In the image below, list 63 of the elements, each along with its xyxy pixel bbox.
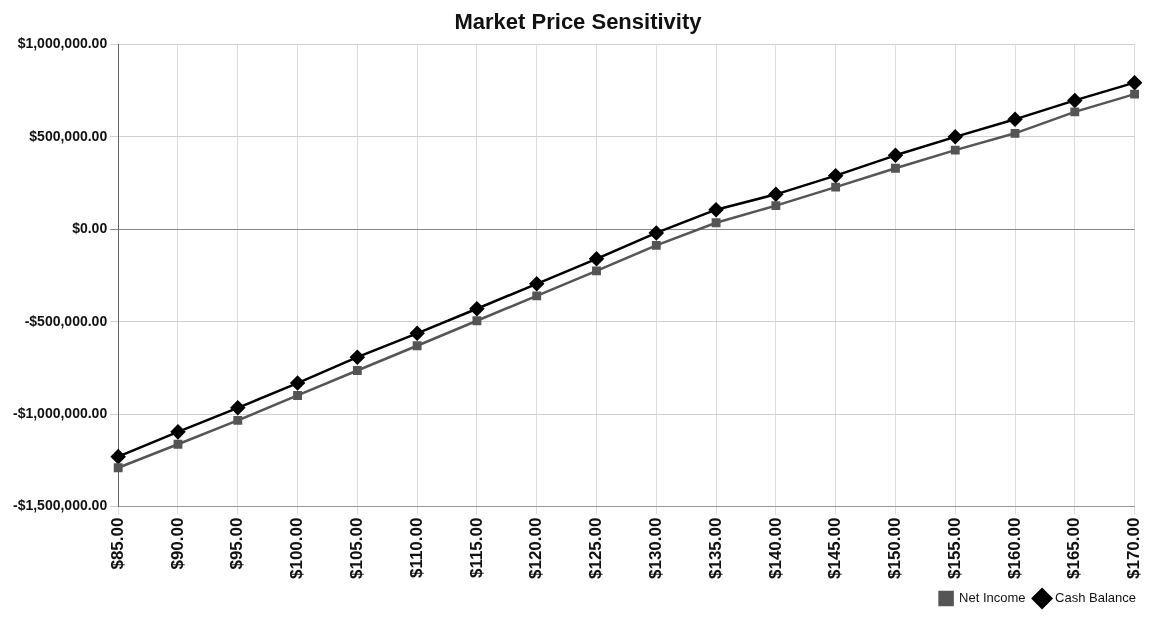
x-tick-label: $160.00 (1004, 517, 1024, 579)
x-tick-label: $100.00 (287, 517, 307, 579)
x-tick-label: $120.00 (526, 517, 546, 579)
x-tick-label: $140.00 (765, 517, 785, 579)
point (469, 301, 485, 316)
x-tick-label: $130.00 (645, 517, 665, 579)
x-tick-label: $115.00 (466, 517, 486, 579)
point (113, 463, 123, 473)
point (888, 148, 903, 163)
point (1130, 89, 1140, 99)
legend-label: Net Income (959, 590, 1026, 606)
point (173, 439, 183, 449)
point (532, 291, 542, 301)
point (1067, 93, 1083, 108)
point (290, 375, 305, 391)
x-tick-label: $125.00 (586, 517, 606, 579)
y-tick-label: $1,000,000.00 (17, 35, 108, 52)
point (649, 225, 664, 241)
x-tick-label: $170.00 (1124, 517, 1144, 579)
point (472, 316, 482, 326)
point (170, 424, 186, 440)
y-tick-label: -$1,500,000.00 (12, 497, 108, 514)
x-tick-label: $95.00 (227, 517, 247, 570)
point (1007, 112, 1023, 127)
point (1127, 75, 1142, 90)
point (831, 182, 841, 192)
x-tick-label: $165.00 (1064, 517, 1084, 579)
point (651, 240, 661, 250)
point (768, 187, 784, 202)
chart-title: Market Price Sensitivity (454, 9, 703, 35)
point (409, 326, 425, 341)
point (350, 349, 365, 365)
y-tick-label: -$500,000.00 (24, 312, 108, 329)
point (352, 366, 362, 375)
y-tick-label: $500,000.00 (29, 127, 108, 144)
x-tick-label: $90.00 (167, 517, 187, 570)
x-tick-label: $150.00 (885, 517, 905, 579)
point (293, 391, 302, 400)
point (828, 168, 843, 183)
point (1010, 128, 1020, 138)
point (412, 341, 422, 351)
point (233, 415, 243, 425)
point (711, 218, 721, 228)
point (1070, 107, 1080, 117)
point (110, 449, 126, 464)
point (230, 400, 246, 416)
point (891, 163, 900, 173)
x-tick-label: $135.00 (705, 517, 725, 579)
x-tick-label: $155.00 (944, 517, 964, 579)
point (771, 201, 781, 211)
point (529, 276, 544, 292)
point (950, 145, 960, 155)
legend-label: Cash Balance (1055, 590, 1137, 606)
x-tick-label: $85.00 (107, 517, 127, 570)
x-tick-label: $145.00 (825, 517, 845, 579)
point (947, 129, 963, 145)
y-tick-label: $0.00 (72, 220, 108, 237)
point (592, 266, 601, 276)
point (589, 251, 604, 267)
x-tick-label: $105.00 (347, 517, 367, 579)
x-tick-label: $110.00 (406, 517, 426, 579)
y-tick-label: -$1,000,000.00 (12, 404, 108, 421)
point (708, 202, 724, 217)
